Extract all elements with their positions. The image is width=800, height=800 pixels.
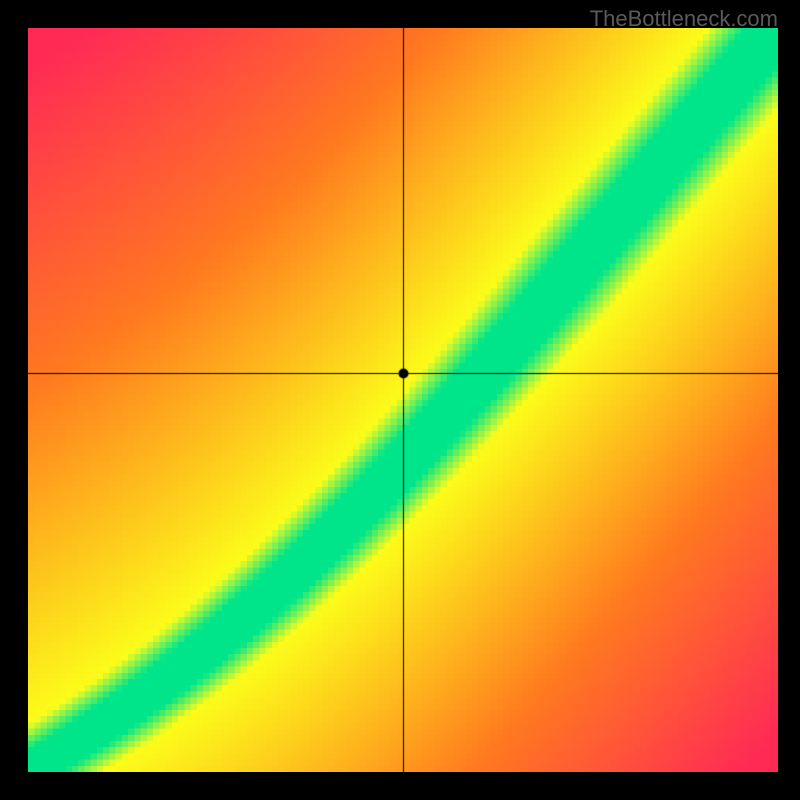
- bottleneck-heatmap: [28, 28, 778, 772]
- watermark-text: TheBottleneck.com: [590, 6, 778, 32]
- chart-container: TheBottleneck.com: [0, 0, 800, 800]
